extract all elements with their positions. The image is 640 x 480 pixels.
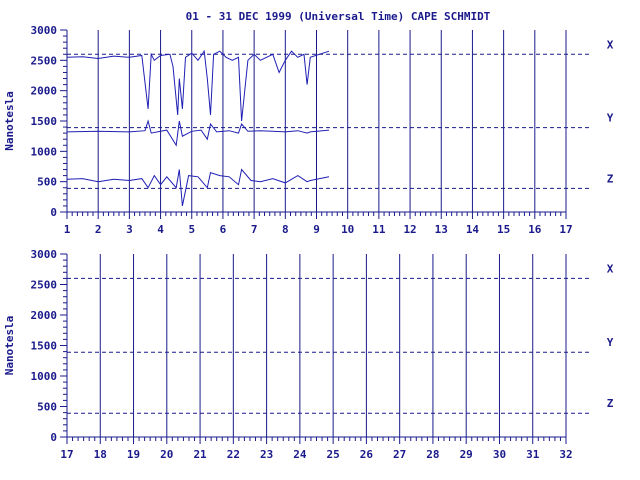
x-tick-label: 22 <box>227 448 240 461</box>
x-tick-label: 12 <box>403 223 416 236</box>
series-x-line <box>66 49 330 122</box>
component-label-z: Z <box>607 172 614 185</box>
y-tick-label: 1000 <box>31 370 58 383</box>
component-label-x: X <box>607 38 614 51</box>
component-label-z: Z <box>607 397 614 410</box>
x-tick-label: 16 <box>528 223 542 236</box>
x-tick-label: 30 <box>493 448 506 461</box>
y-tick-label: 2000 <box>31 85 58 98</box>
panel-1: 1 2 3 4 5 6 7 8 9 10 11 12 13 14 15 16 17050010001500200… <box>3 24 614 236</box>
x-tick-label: 17 <box>60 448 73 461</box>
series-z-line <box>66 168 330 207</box>
x-tick-label: 6 <box>220 223 227 236</box>
y-tick-label: 2500 <box>31 279 58 292</box>
y-axis-label: Nanotesla <box>3 316 16 376</box>
x-tick-label: 18 <box>94 448 107 461</box>
x-tick-label: 10 <box>341 223 354 236</box>
component-label-x: X <box>607 262 614 275</box>
y-tick-label: 0 <box>50 431 57 444</box>
x-tick-label: 27 <box>393 448 406 461</box>
y-tick-label: 1000 <box>31 145 58 158</box>
x-tick-label: 17 <box>559 223 572 236</box>
x-tick-label: 5 <box>188 223 195 236</box>
y-tick-label: 500 <box>37 401 57 414</box>
y-axis-label: Nanotesla <box>3 91 16 151</box>
x-tick-label: 3 <box>126 223 133 236</box>
y-tick-label: 500 <box>37 176 57 189</box>
x-tick-label: 1 <box>64 223 71 236</box>
x-tick-label: 11 <box>372 223 386 236</box>
x-tick-label: 9 <box>313 223 320 236</box>
series-y-line <box>66 119 330 147</box>
component-label-y: Y <box>607 336 614 349</box>
x-tick-label: 13 <box>435 223 448 236</box>
y-tick-label: 2000 <box>31 309 58 322</box>
y-tick-label: 2500 <box>31 54 58 67</box>
x-tick-label: 8 <box>282 223 289 236</box>
panel-2: 17 18 19 20 21 22 23 24 25 26 27 28 29 30 31 32 0 500 1000… <box>3 248 614 461</box>
x-tick-label: 28 <box>426 448 439 461</box>
x-tick-label: 23 <box>260 448 273 461</box>
y-tick-label: 3000 <box>31 248 58 261</box>
x-tick-label: 14 <box>466 223 480 236</box>
x-tick-label: 21 <box>193 448 207 461</box>
x-tick-label: 4 <box>157 223 164 236</box>
x-tick-label: 32 <box>559 448 572 461</box>
x-tick-label: 7 <box>251 223 258 236</box>
x-tick-label: 25 <box>327 448 340 461</box>
x-tick-label: 31 <box>526 448 540 461</box>
component-label-y: Y <box>607 112 614 125</box>
x-tick-label: 29 <box>460 448 473 461</box>
x-tick-label: 19 <box>127 448 140 461</box>
x-tick-label: 2 <box>95 223 102 236</box>
x-tick-label: 26 <box>360 448 374 461</box>
x-tick-label: 20 <box>160 448 173 461</box>
x-tick-label: 15 <box>497 223 510 236</box>
y-tick-label: 3000 <box>31 24 58 37</box>
chart-title: 01 - 31 DEC 1999 (Universal Time) CAPE S… <box>186 10 491 23</box>
y-tick-label: 1500 <box>31 340 58 353</box>
x-tick-label: 24 <box>293 448 307 461</box>
y-tick-label: 1500 <box>31 115 58 128</box>
y-tick-label: 0 <box>50 206 57 219</box>
